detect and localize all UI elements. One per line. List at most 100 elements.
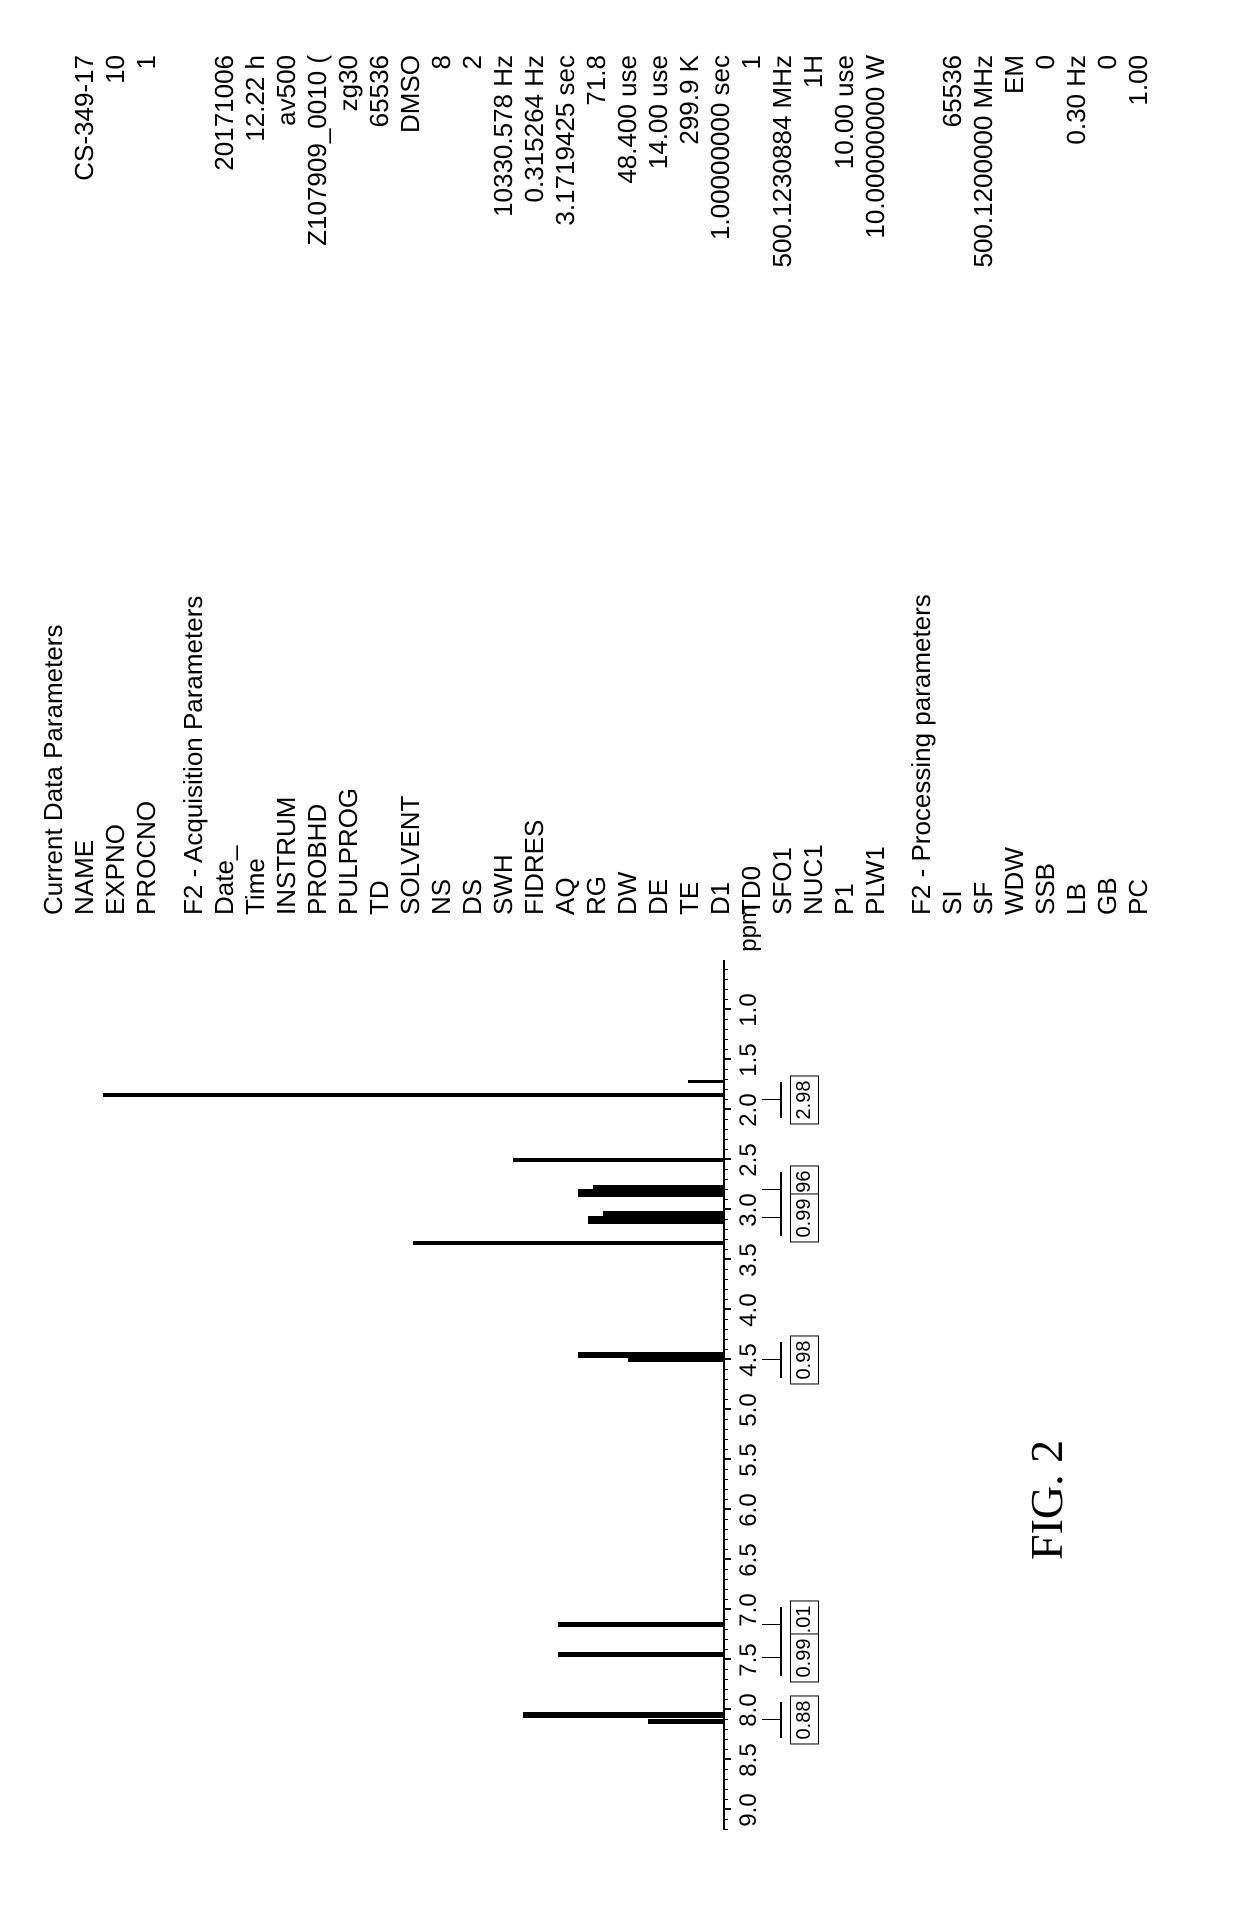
x-tick-minor — [723, 1479, 728, 1480]
param-value: 10.00000000 W — [862, 55, 888, 239]
x-tick-label: 6.0 — [735, 1493, 763, 1526]
param-section-header: F2 - Processing parameters — [908, 55, 934, 915]
x-tick-minor — [723, 1769, 728, 1770]
x-tick-minor — [723, 1469, 728, 1470]
spectrum-peak — [513, 1158, 723, 1162]
param-value: 65536 — [366, 55, 392, 127]
param-value: 500.1200000 MHz — [970, 55, 996, 267]
param-value: 71.8 — [583, 55, 609, 106]
param-value: 8 — [428, 55, 454, 69]
param-value: av500 — [273, 55, 299, 126]
param-label: SI — [939, 890, 965, 915]
x-tick — [723, 1008, 731, 1010]
param-label: TD — [366, 880, 392, 915]
x-tick-minor — [723, 979, 728, 980]
param-label: INSTRUM — [273, 797, 299, 915]
x-tick-minor — [723, 1279, 728, 1280]
x-tick — [723, 1358, 731, 1360]
param-label: Time — [242, 858, 268, 915]
x-tick-minor — [723, 1529, 728, 1530]
x-tick — [723, 1108, 731, 1110]
param-label: DW — [614, 872, 640, 915]
param-value: 20171006 — [211, 55, 237, 171]
param-value: 0 — [1032, 55, 1058, 69]
figure-caption: FIG. 2 — [1020, 1440, 1073, 1560]
param-label: D1 — [707, 882, 733, 915]
x-tick-label: 8.5 — [735, 1743, 763, 1776]
x-tick-minor — [723, 1269, 728, 1270]
param-label: TE — [676, 882, 702, 915]
x-tick-minor — [723, 969, 728, 970]
param-section-header: Current Data Parameters — [40, 55, 66, 915]
x-tick-minor — [723, 1069, 728, 1070]
x-tick-minor — [723, 1489, 728, 1490]
param-label: PLW1 — [862, 846, 888, 915]
x-tick-label: 7.5 — [735, 1643, 763, 1676]
param-value: 1.00000000 sec — [707, 55, 733, 240]
x-tick — [723, 1508, 731, 1510]
x-tick-minor — [723, 1519, 728, 1520]
spectrum-peak — [413, 1241, 723, 1245]
x-tick-minor — [723, 1449, 728, 1450]
x-tick-minor — [723, 1229, 728, 1230]
parameters-panel: Current Data Parameters NAME CS-349-17 E… — [40, 30, 1200, 940]
x-tick-minor — [723, 1719, 728, 1720]
param-label: LB — [1063, 883, 1089, 915]
param-label: SOLVENT — [397, 796, 423, 915]
param-value: 1 — [133, 55, 159, 69]
x-tick-minor — [723, 1399, 728, 1400]
x-tick-label: 3.5 — [735, 1243, 763, 1276]
x-tick — [723, 1808, 731, 1810]
x-tick-minor — [723, 1599, 728, 1600]
param-value: 2 — [459, 55, 485, 69]
x-tick — [723, 1058, 731, 1060]
param-label: PROCNO — [133, 801, 159, 915]
x-tick-minor — [723, 999, 728, 1000]
x-tick-minor — [723, 1019, 728, 1020]
param-value: EM — [1001, 55, 1027, 94]
x-tick-minor — [723, 1639, 728, 1640]
x-tick-minor — [723, 1389, 728, 1390]
x-tick — [723, 1708, 731, 1710]
x-tick-minor — [723, 1339, 728, 1340]
param-label: NS — [428, 879, 454, 915]
x-tick — [723, 1208, 731, 1210]
integral-annotation: 0.88 — [780, 960, 1085, 1830]
x-tick-minor — [723, 1379, 728, 1380]
x-tick-label: 4.0 — [735, 1293, 763, 1326]
param-value: 14.00 use — [645, 55, 671, 169]
x-tick-minor — [723, 1349, 728, 1350]
x-tick-minor — [723, 1139, 728, 1140]
x-tick-minor — [723, 1249, 728, 1250]
param-label: FIDRES — [521, 820, 547, 915]
param-value: 12.22 h — [242, 55, 268, 142]
x-tick-minor — [723, 1799, 728, 1800]
x-tick-minor — [723, 989, 728, 990]
x-tick-minor — [723, 1819, 728, 1820]
x-tick — [723, 1408, 731, 1410]
param-section-header: F2 - Acquisition Parameters — [180, 55, 206, 915]
param-label: DS — [459, 879, 485, 915]
param-value: 1 — [738, 55, 764, 69]
spectrum-peak — [628, 1358, 723, 1363]
param-value: 10.00 use — [831, 55, 857, 169]
param-value: 1H — [800, 55, 826, 88]
x-tick-minor — [723, 1189, 728, 1190]
param-value: 500.1230884 MHz — [769, 55, 795, 267]
param-value: 0 — [1094, 55, 1120, 69]
x-tick-minor — [723, 1049, 728, 1050]
spectrum-peak — [648, 1720, 723, 1725]
x-tick-minor — [723, 1589, 728, 1590]
x-tick-minor — [723, 1629, 728, 1630]
param-value: 0.315264 Hz — [521, 55, 547, 202]
x-tick-minor — [723, 1699, 728, 1700]
x-tick-minor — [723, 1119, 728, 1120]
param-label: EXPNO — [102, 824, 128, 915]
param-value: DMSO — [397, 55, 423, 133]
param-label: PROBHD — [304, 804, 330, 915]
param-value: zg30 — [335, 55, 361, 111]
param-value: CS-349-17 — [71, 55, 97, 181]
x-tick-minor — [723, 1499, 728, 1500]
x-tick-minor — [723, 1169, 728, 1170]
integral-value: 0.88 — [790, 1696, 819, 1745]
